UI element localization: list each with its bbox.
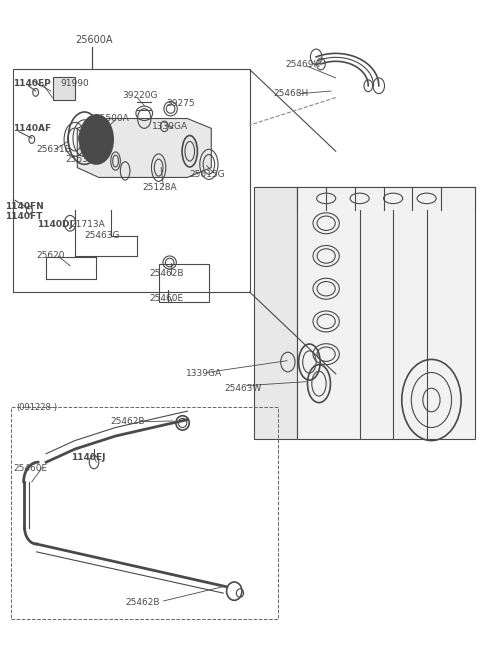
- Text: 25633C: 25633C: [65, 155, 100, 164]
- Polygon shape: [77, 119, 211, 177]
- Text: 1140EJ: 1140EJ: [72, 453, 106, 462]
- Text: 25128A: 25128A: [142, 183, 177, 192]
- Text: 39220G: 39220G: [123, 91, 158, 100]
- Text: 91990: 91990: [60, 79, 89, 89]
- Text: 25631B: 25631B: [36, 145, 72, 154]
- Bar: [158, 264, 209, 302]
- Text: 25462B: 25462B: [111, 417, 145, 426]
- Text: 25615G: 25615G: [190, 170, 226, 178]
- Bar: [53, 77, 75, 100]
- Text: 25460E: 25460E: [149, 294, 183, 303]
- Text: 25460E: 25460E: [13, 464, 48, 473]
- Polygon shape: [298, 187, 475, 440]
- Text: 1140AF: 1140AF: [12, 124, 51, 133]
- Text: 39275: 39275: [166, 99, 194, 108]
- Text: 1140EP: 1140EP: [12, 79, 50, 89]
- Text: 25600A: 25600A: [75, 35, 112, 45]
- Text: 25468H: 25468H: [274, 89, 309, 98]
- Text: 25463W: 25463W: [225, 384, 262, 393]
- Text: 25469H: 25469H: [286, 60, 321, 69]
- Text: 1140FT: 1140FT: [5, 213, 43, 221]
- Text: 25462B: 25462B: [125, 598, 160, 607]
- Text: 1339GA: 1339GA: [152, 122, 188, 131]
- Text: 25500A: 25500A: [94, 114, 129, 123]
- Text: 1140DJ: 1140DJ: [36, 220, 72, 229]
- Text: 25463G: 25463G: [84, 230, 120, 239]
- Text: 25462B: 25462B: [149, 269, 183, 278]
- Polygon shape: [254, 187, 298, 440]
- Text: 21713A: 21713A: [70, 220, 105, 229]
- Polygon shape: [254, 187, 475, 210]
- Text: (091228-): (091228-): [16, 403, 57, 413]
- Bar: [11, 407, 278, 619]
- Text: 25620: 25620: [36, 251, 65, 260]
- Text: 1140FN: 1140FN: [5, 203, 44, 211]
- Ellipse shape: [80, 115, 113, 164]
- Text: 1339GA: 1339GA: [186, 369, 223, 379]
